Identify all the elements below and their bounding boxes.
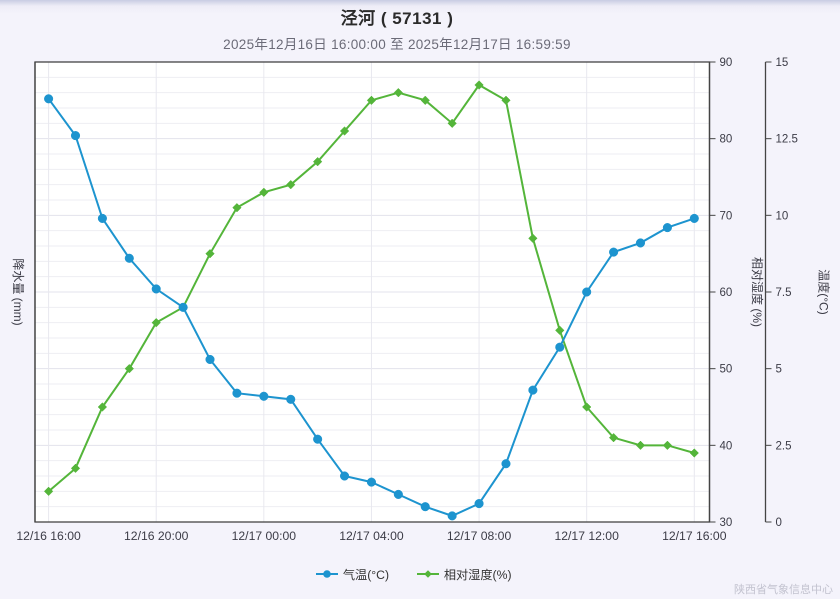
svg-text:7.5: 7.5 — [776, 287, 792, 299]
svg-text:12/16 20:00: 12/16 20:00 — [124, 529, 189, 543]
svg-text:60: 60 — [720, 287, 733, 299]
svg-text:70: 70 — [720, 210, 733, 222]
svg-text:10: 10 — [776, 210, 789, 222]
svg-text:12.5: 12.5 — [776, 134, 798, 146]
svg-text:90: 90 — [720, 57, 733, 69]
svg-text:温度(°C): 温度(°C) — [817, 269, 832, 314]
svg-text:相对湿度 (%): 相对湿度 (%) — [750, 257, 765, 327]
svg-text:12/17 16:00: 12/17 16:00 — [662, 529, 727, 543]
svg-text:降水量 (mm): 降水量 (mm) — [11, 258, 25, 325]
svg-text:5: 5 — [776, 364, 782, 376]
svg-text:0: 0 — [776, 517, 782, 529]
svg-text:12/17 08:00: 12/17 08:00 — [447, 529, 512, 543]
svg-text:12/17 12:00: 12/17 12:00 — [554, 529, 619, 543]
svg-text:2.5: 2.5 — [776, 440, 792, 452]
svg-text:12/17 04:00: 12/17 04:00 — [339, 529, 404, 543]
svg-text:15: 15 — [776, 57, 789, 69]
svg-text:80: 80 — [720, 134, 733, 146]
svg-text:12/17 00:00: 12/17 00:00 — [232, 529, 297, 543]
svg-text:12/16 16:00: 12/16 16:00 — [16, 529, 81, 543]
svg-text:50: 50 — [720, 364, 733, 376]
svg-text:30: 30 — [720, 517, 733, 529]
svg-text:40: 40 — [720, 440, 733, 452]
